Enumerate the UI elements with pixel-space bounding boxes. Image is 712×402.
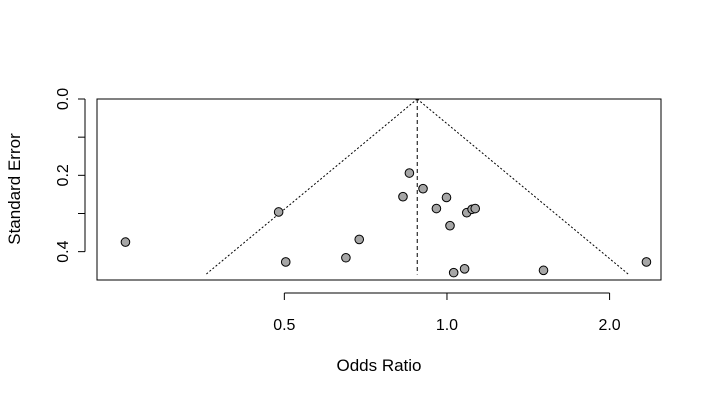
- data-point: [459, 264, 470, 274]
- data-point: [354, 234, 365, 245]
- data-point: [120, 237, 131, 247]
- y-axis: 0.0 0.2 0.4: [55, 88, 86, 263]
- data-point: [470, 203, 481, 214]
- y-tick-label: 0.2: [55, 164, 72, 186]
- data-points: [120, 168, 652, 278]
- y-axis-title: Standard Error: [5, 133, 24, 245]
- data-point: [398, 191, 408, 202]
- data-point: [341, 252, 351, 263]
- y-tick-label: 0.4: [55, 240, 72, 262]
- data-point: [418, 183, 428, 194]
- x-tick-label: 0.5: [273, 317, 295, 334]
- funnel-lines: [205, 98, 630, 275]
- x-tick-label: 1.0: [436, 317, 458, 334]
- data-point: [431, 203, 442, 214]
- y-tick-label: 0.0: [55, 88, 72, 110]
- data-point: [448, 267, 459, 278]
- data-point: [404, 168, 415, 178]
- data-point: [445, 220, 455, 231]
- plot-frame: [96, 98, 662, 281]
- x-axis-title: Odds Ratio: [336, 356, 421, 375]
- data-point: [273, 207, 284, 217]
- x-tick-label: 2.0: [598, 317, 620, 334]
- funnel-left-limit: [205, 98, 418, 275]
- data-point: [441, 192, 452, 203]
- data-point: [280, 257, 291, 267]
- data-point: [641, 257, 652, 267]
- x-axis: 0.5 1.0 2.0: [273, 292, 621, 334]
- funnel-right-limit: [416, 98, 630, 275]
- data-point: [538, 265, 549, 276]
